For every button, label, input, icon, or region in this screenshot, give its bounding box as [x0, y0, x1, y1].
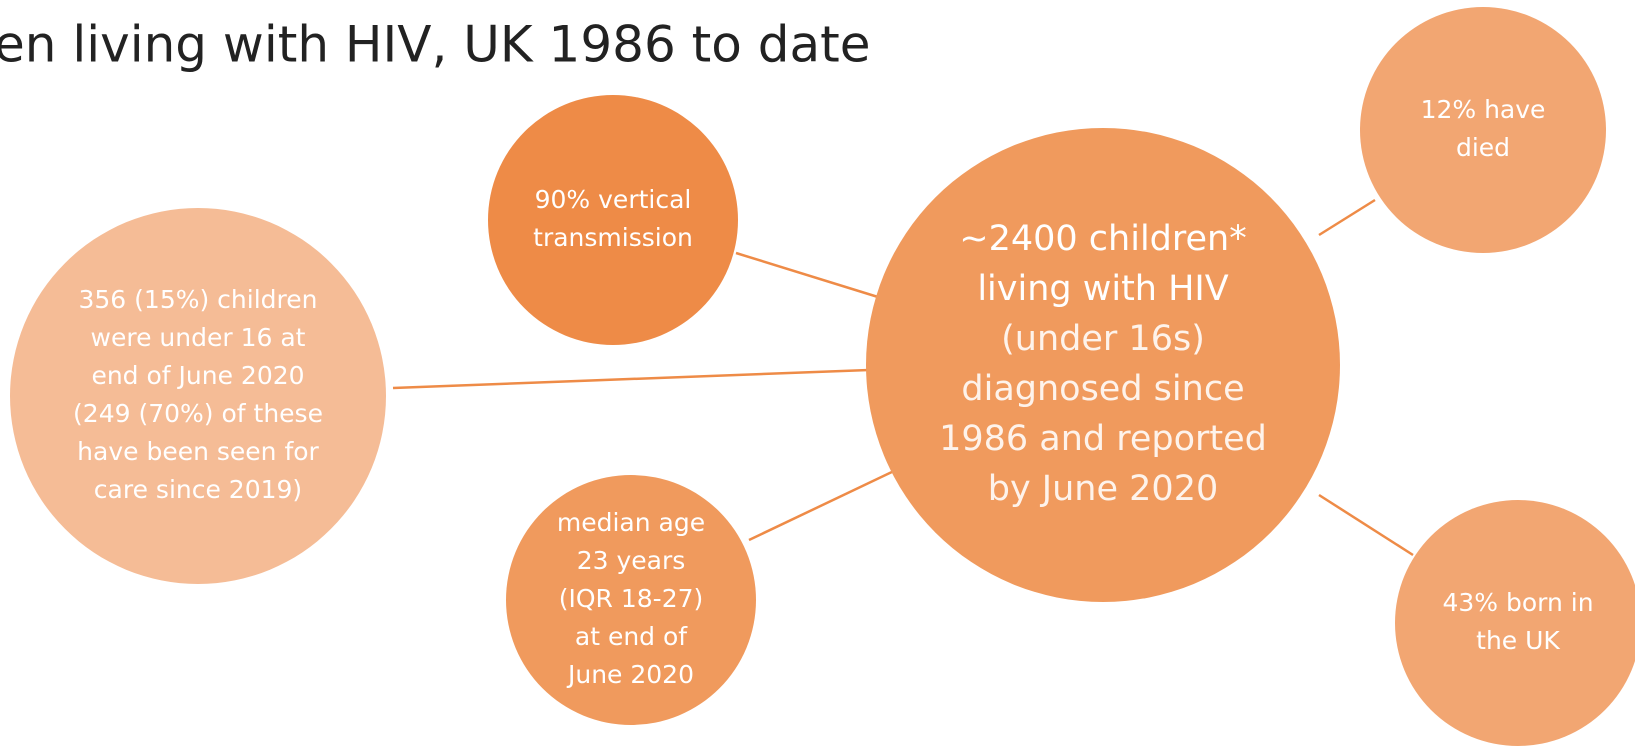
node-circle	[488, 95, 738, 345]
link	[392, 368, 870, 390]
links	[392, 198, 1414, 557]
node-text: were under 16 at	[91, 323, 306, 352]
link	[748, 469, 895, 542]
node-text: at end of	[575, 622, 688, 651]
node: 43% born in the UK	[1395, 500, 1635, 746]
node-text: diagnosed since	[961, 369, 1244, 409]
node-text: have been seen for	[77, 437, 319, 466]
node-circle	[10, 208, 386, 584]
node-text: 12% have	[1421, 95, 1546, 124]
node-circle	[1360, 7, 1606, 253]
node-text: (249 (70%) of these	[73, 399, 323, 428]
node-text: care since 2019)	[94, 475, 302, 504]
node-text: (IQR 18-27)	[559, 584, 704, 613]
node: 90% vertical transmission	[488, 95, 738, 345]
node: 356 (15%) children were under 16 at end of…	[10, 208, 386, 584]
node: 12% have died	[1360, 7, 1606, 253]
node-text: 356 (15%) children	[79, 285, 318, 314]
node-text: the UK	[1476, 626, 1560, 655]
node-text: June 2020	[566, 660, 694, 689]
link	[1318, 198, 1376, 237]
node-text: median age	[557, 508, 705, 537]
node-text: transmission	[533, 223, 693, 252]
center-node: ~2400 children* living with HIV (under 16s…	[866, 128, 1340, 602]
title: en living with HIV, UK 1986 to date	[0, 16, 871, 74]
node-text: 43% born in	[1442, 588, 1593, 617]
link	[735, 251, 879, 299]
node-text: 1986 and reported	[939, 419, 1267, 459]
node-text: 90% vertical	[535, 185, 692, 214]
node-text: died	[1456, 133, 1510, 162]
node: median age 23 years (IQR 18-27) at end of Ju…	[506, 475, 756, 725]
node-text: by June 2020	[988, 469, 1218, 509]
node-text: end of June 2020	[91, 361, 304, 390]
node-circle	[506, 475, 756, 725]
node-text: (under 16s)	[1001, 319, 1205, 359]
node-circle	[866, 128, 1340, 602]
node-text: 23 years	[577, 546, 686, 575]
node-circle	[1395, 500, 1635, 746]
node-text: ~2400 children*	[959, 219, 1246, 259]
link	[1318, 493, 1414, 557]
node-text: living with HIV	[977, 269, 1228, 309]
